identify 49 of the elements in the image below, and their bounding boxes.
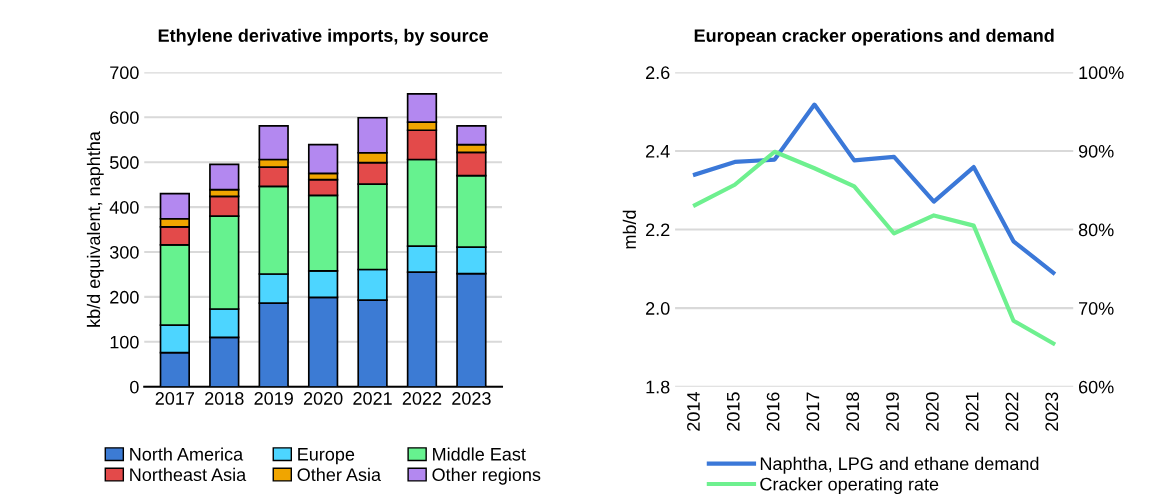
y-tick-label: 1.8 <box>646 380 670 394</box>
legend-label: Naphtha, LPG and ethane demand <box>760 456 1039 474</box>
y-tick-label: 0 <box>130 380 139 394</box>
y-tick-label: 200 <box>110 290 139 304</box>
y2-tick-label: 90% <box>1078 144 1114 158</box>
x-tick-label: 2021 <box>965 392 979 431</box>
x-tick-label: 2019 <box>254 392 293 405</box>
y2-tick-label: 80% <box>1078 223 1114 237</box>
y-tick-label: 700 <box>110 66 139 80</box>
x-tick-label: 2023 <box>452 392 491 405</box>
legend-label: Other Asia <box>297 467 382 482</box>
y-axis-title: mb/d <box>622 210 637 249</box>
y-tick-label: 100 <box>110 335 139 349</box>
legend-label: Other regions <box>432 467 541 485</box>
y-tick-label: 400 <box>109 201 139 214</box>
y2-tick-label: 100% <box>1079 66 1124 80</box>
chart-title: Ethylene derivative imports, by source <box>158 28 489 46</box>
x-tick-label: 2017 <box>806 392 820 431</box>
x-tick-label: 2017 <box>155 392 195 405</box>
x-tick-label: 2020 <box>925 392 939 431</box>
y-tick-label: 2.4 <box>646 144 670 158</box>
y-tick-label: 2.6 <box>646 66 670 80</box>
x-tick-label: 2018 <box>205 392 244 405</box>
x-tick-label: 2020 <box>303 392 343 405</box>
y-tick-label: 600 <box>110 111 139 124</box>
x-tick-label: 2016 <box>766 392 780 431</box>
y-tick-label: 300 <box>109 245 139 259</box>
legend-label: Middle East <box>433 447 526 461</box>
x-tick-label: 2015 <box>726 392 740 431</box>
x-tick-label: 2022 <box>1005 392 1019 431</box>
legend-label: North America <box>130 447 244 461</box>
x-tick-label: 2019 <box>886 392 899 431</box>
y-tick-label: 500 <box>109 156 139 169</box>
line-series <box>692 149 1056 346</box>
legend-label: Cracker operating rate <box>760 477 939 495</box>
x-tick-label: 2022 <box>402 392 442 405</box>
x-tick-label: 2021 <box>353 392 392 405</box>
chart-title: European cracker operations and demand <box>694 28 1054 46</box>
y-tick-label: 2.0 <box>646 302 670 315</box>
x-tick-label: 2014 <box>687 392 700 431</box>
legend-label: Europe <box>298 448 355 465</box>
y-tick-label: 2.2 <box>646 223 670 237</box>
x-tick-label: 2018 <box>846 392 860 431</box>
legend-label: Northeast Asia <box>130 467 247 482</box>
x-tick-label: 2023 <box>1045 392 1059 431</box>
y2-tick-label: 60% <box>1079 380 1114 394</box>
y-axis-title: kb/d equivalent, naphtha <box>86 131 104 327</box>
y2-tick-label: 70% <box>1079 302 1114 315</box>
line-series <box>692 102 1056 275</box>
